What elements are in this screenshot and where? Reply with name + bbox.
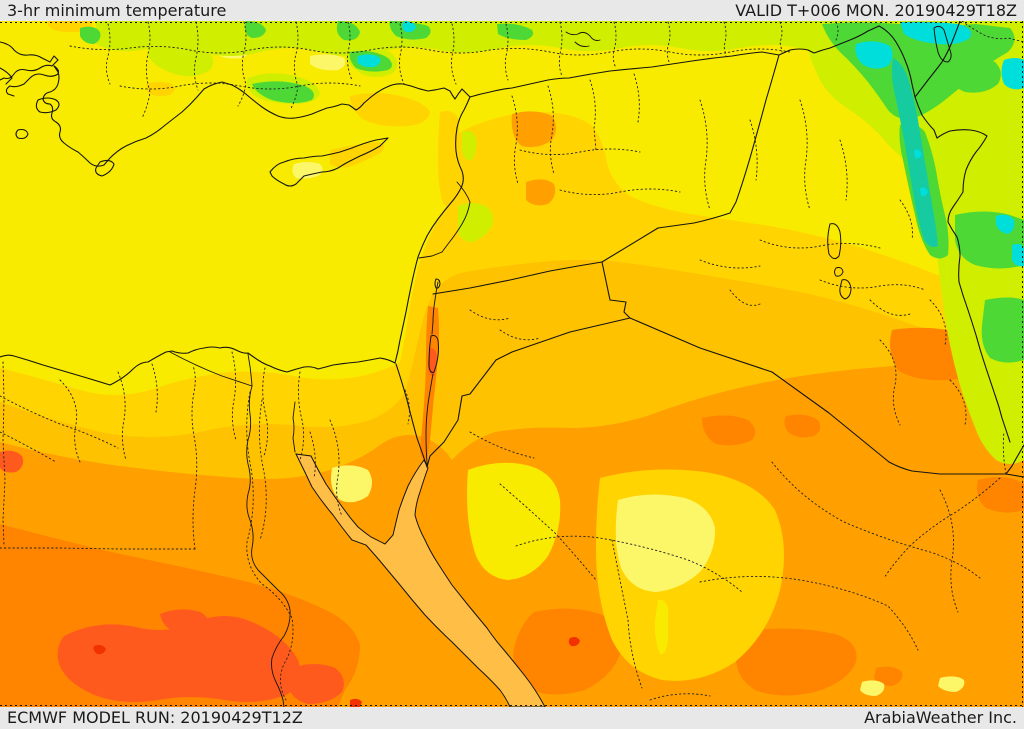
borders-solid	[0, 21, 1024, 707]
layer-red	[93, 637, 580, 707]
marmara-south-shore	[5, 65, 60, 97]
border-syria-jordan	[432, 261, 603, 295]
border-turkey-iran	[914, 21, 961, 98]
page-title: 3-hr minimum temperature	[7, 0, 227, 20]
border-syria-iraq	[657, 54, 780, 229]
layer-red-orange	[0, 348, 437, 704]
lake-urmia	[933, 25, 952, 63]
nile-river	[246, 385, 291, 707]
border-iran-iraq	[914, 96, 1011, 443]
lake-tharthar	[827, 223, 842, 260]
island-rhodes	[95, 159, 115, 177]
lake-razzaza	[839, 279, 852, 300]
attribution-label: ArabiaWeather Inc.	[864, 708, 1017, 727]
border-egypt-israel	[395, 363, 428, 468]
lake-habbaniyah	[834, 267, 844, 277]
valid-time-label: VALID T+006 MON. 20190429T18Z	[735, 0, 1017, 20]
border-kuwait-saudi	[888, 461, 1024, 478]
gallipoli	[0, 67, 13, 85]
euphrates-reservoirs	[565, 31, 601, 47]
header-bar: 3-hr minimum temperature VALID T+006 MON…	[0, 0, 1024, 21]
footer-bar: ECMWF MODEL RUN: 20190429T12Z ArabiaWeat…	[0, 707, 1024, 729]
border-iraq-saudi	[629, 317, 890, 463]
marmara-thrace-coast	[0, 41, 59, 81]
suez-canal	[292, 401, 296, 453]
map-canvas	[0, 21, 1024, 707]
red-sea-water	[295, 453, 546, 707]
layer-pale-restore	[184, 42, 965, 696]
island-chios	[15, 128, 29, 140]
nile-delta-edges	[169, 351, 253, 387]
island-cyprus	[269, 137, 389, 187]
sea-of-galilee	[434, 278, 441, 289]
island-lesbos	[35, 97, 60, 114]
map-frame	[0, 21, 1024, 707]
border-turkey-syria	[469, 25, 880, 98]
temperature-map	[0, 21, 1024, 707]
border-jordan-iraq	[601, 227, 659, 319]
model-run-label: ECMWF MODEL RUN: 20190429T12Z	[7, 708, 303, 727]
border-turkey-iraq	[878, 25, 916, 98]
border-israel-lebanon	[418, 251, 443, 259]
dead-sea	[428, 335, 439, 373]
border-jordan-saudi	[426, 317, 631, 468]
border-lebanon-syria	[441, 181, 471, 253]
wadi-araba	[425, 373, 434, 468]
borders-admin-dotted	[0, 21, 1024, 701]
